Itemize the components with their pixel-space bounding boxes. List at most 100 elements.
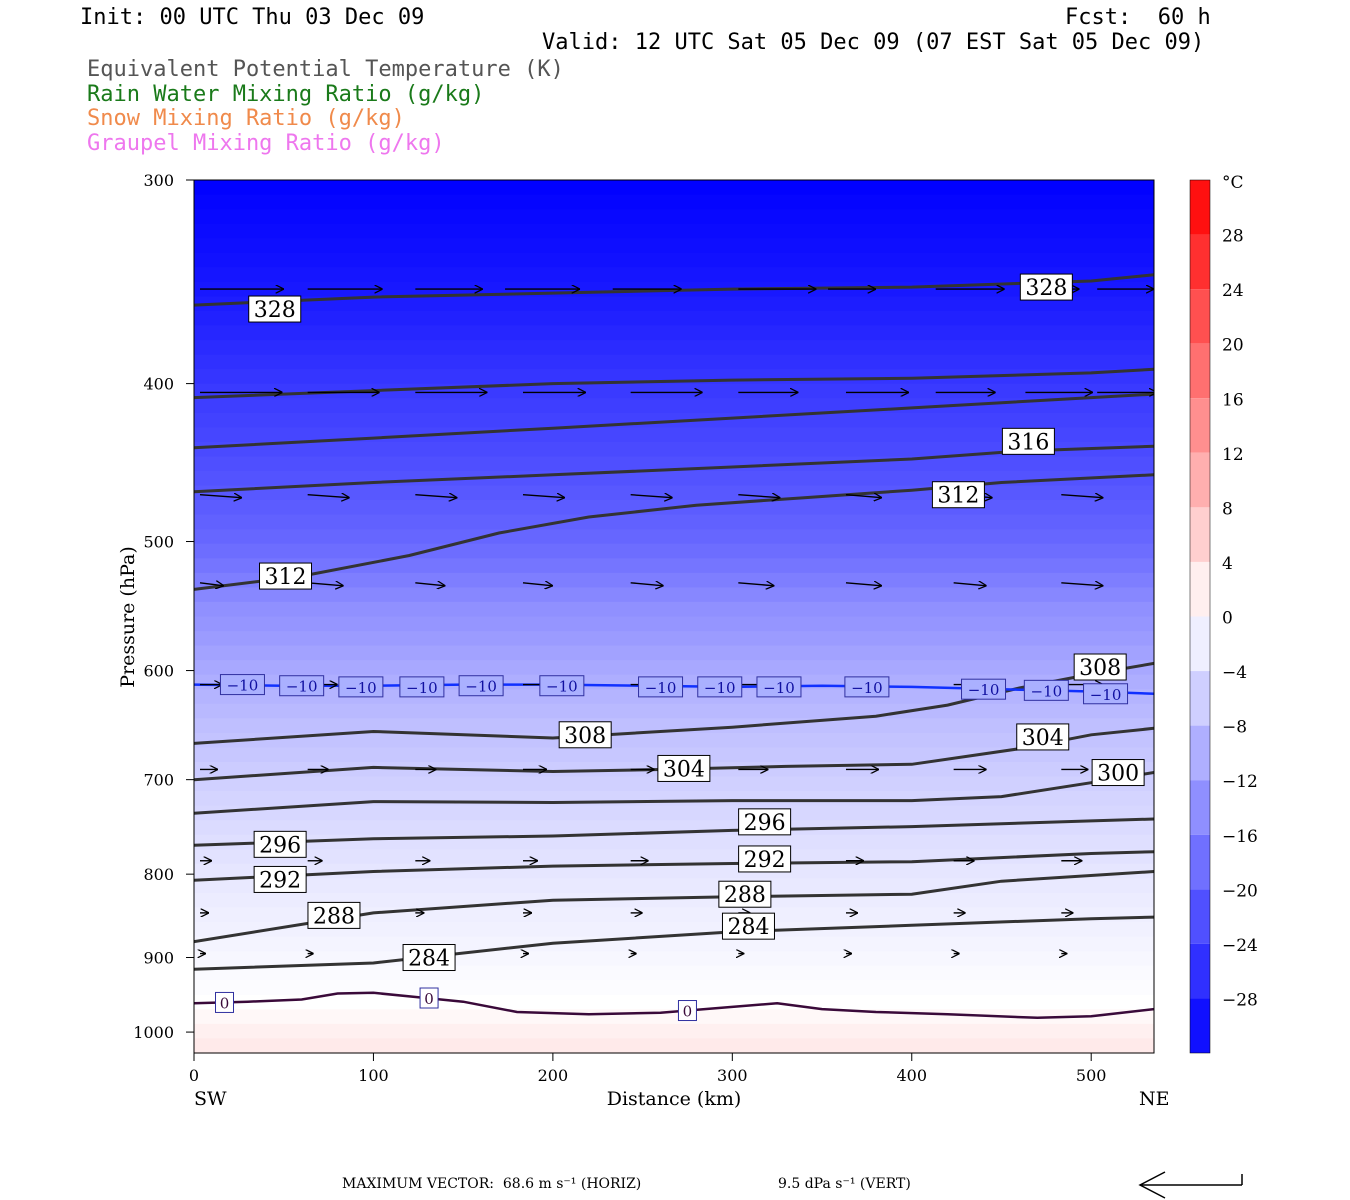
y-tick-label: 700 bbox=[143, 771, 174, 790]
colorbar-swatch bbox=[1190, 725, 1210, 781]
colorbar-label: 20 bbox=[1222, 336, 1244, 356]
temp-band bbox=[194, 514, 1154, 530]
colorbar-swatch bbox=[1190, 289, 1210, 344]
temperature-label: −10 bbox=[546, 678, 578, 696]
temp-band bbox=[194, 1023, 1154, 1040]
colorbar-label: 0 bbox=[1222, 609, 1233, 629]
colorbar-swatch bbox=[1190, 834, 1210, 890]
theta-e-label-box bbox=[931, 481, 985, 509]
temperature-label: −10 bbox=[227, 677, 259, 695]
theta-e-label-box bbox=[718, 880, 772, 908]
temp-band bbox=[194, 441, 1154, 458]
colorbar-swatch bbox=[1190, 180, 1210, 235]
temp-band bbox=[194, 180, 1154, 196]
theta-e-label: 312 bbox=[937, 484, 979, 509]
colorbar-swatch bbox=[1190, 889, 1210, 944]
temperature-label: −10 bbox=[704, 679, 736, 697]
colorbar-frame bbox=[1189, 179, 1211, 1054]
y-tick-label: 400 bbox=[143, 375, 174, 394]
colorbar-label: 28 bbox=[1222, 227, 1244, 247]
colorbar-swatch bbox=[1190, 398, 1210, 453]
theta-e-label: 288 bbox=[724, 883, 766, 908]
theta-e-contour-328 bbox=[194, 273, 1154, 307]
theta-e-label: 296 bbox=[259, 833, 301, 858]
colorbar-label: −16 bbox=[1222, 827, 1258, 847]
temp-band bbox=[194, 616, 1154, 632]
temp-band bbox=[194, 398, 1154, 414]
max-vector-horiz: MAXIMUM VECTOR: 68.6 m s⁻¹ (HORIZ) bbox=[342, 1176, 642, 1192]
theta-e-label-box bbox=[1016, 723, 1070, 751]
theta-e-label-box bbox=[558, 721, 612, 749]
temp-band bbox=[194, 267, 1154, 283]
wind-vector bbox=[630, 495, 673, 498]
colorbar-swatch bbox=[1190, 671, 1210, 726]
temperature-label-box bbox=[215, 991, 235, 1013]
temperature-label: −10 bbox=[465, 678, 497, 696]
temp-band bbox=[194, 892, 1154, 909]
temperature-label-box bbox=[419, 987, 439, 1009]
temperature-label-box bbox=[338, 676, 384, 698]
legend-graupel: Graupel Mixing Ratio (g/kg) bbox=[87, 131, 445, 156]
theta-e-label: 304 bbox=[663, 757, 705, 782]
theta-e-label-box bbox=[402, 944, 456, 972]
axes: 300 400 500 600 700 800 900 1000 0 100 200 300 400 50… bbox=[133, 171, 1106, 1085]
colorbar-label: −12 bbox=[1222, 772, 1258, 792]
x-tick-label: 400 bbox=[896, 1066, 927, 1085]
theta-e-label-box bbox=[1019, 273, 1073, 301]
wind-vector bbox=[415, 495, 457, 498]
theta-e-label: 292 bbox=[744, 848, 786, 873]
temperature-label: −10 bbox=[645, 679, 677, 697]
wind-vector bbox=[1061, 583, 1103, 586]
theta-e-label: 328 bbox=[1025, 276, 1067, 301]
wind-vector bbox=[522, 495, 565, 498]
colorbar-label: 12 bbox=[1222, 445, 1244, 465]
y-tick-label: 1000 bbox=[133, 1023, 174, 1042]
theta-e-label-box bbox=[259, 562, 313, 590]
colorbar-label: 16 bbox=[1222, 390, 1244, 410]
temp-band bbox=[194, 543, 1154, 559]
wind-vector bbox=[738, 495, 780, 498]
colorbar-swatch bbox=[1190, 780, 1210, 835]
wind-vector bbox=[845, 495, 882, 498]
temp-band bbox=[194, 660, 1154, 676]
temp-band bbox=[194, 1038, 1154, 1054]
temperature-label-box bbox=[539, 675, 585, 697]
x-tick-label: 0 bbox=[189, 1066, 199, 1085]
theta-e-label: 312 bbox=[265, 565, 307, 590]
theta-e-label: 304 bbox=[1022, 726, 1064, 751]
temperature-label: −10 bbox=[345, 679, 377, 697]
theta-e-label: 292 bbox=[259, 868, 301, 893]
temp-band bbox=[194, 834, 1154, 850]
y-tick-label: 500 bbox=[143, 533, 174, 552]
temp-band bbox=[194, 194, 1154, 210]
temperature-label: 0 bbox=[220, 994, 230, 1012]
temperature-label-box bbox=[697, 676, 743, 698]
valid-time: Valid: 12 UTC Sat 05 Dec 09 (07 EST Sat … bbox=[542, 30, 1205, 55]
temperature-label-box bbox=[1023, 679, 1069, 701]
colorbar-label: 24 bbox=[1222, 281, 1244, 301]
temperature-label-box bbox=[844, 676, 890, 698]
theta-e-contour-320 bbox=[194, 392, 1154, 450]
temp-band bbox=[194, 209, 1154, 225]
legend-rain: Rain Water Mixing Ratio (g/kg) bbox=[87, 82, 485, 107]
temperature-label-box bbox=[458, 675, 504, 697]
legend-snow: Snow Mixing Ratio (g/kg) bbox=[87, 106, 405, 131]
theta-e-label-box bbox=[738, 845, 792, 873]
temp-band bbox=[194, 325, 1154, 341]
colorbar-swatch bbox=[1190, 507, 1210, 562]
x-tick-label: 100 bbox=[358, 1066, 389, 1085]
temp-band bbox=[194, 310, 1154, 327]
colorbar-label: −8 bbox=[1222, 718, 1247, 738]
temp-band bbox=[194, 631, 1154, 647]
temperature-contour-0 bbox=[194, 991, 1154, 1020]
theta-e-label-box bbox=[307, 901, 361, 929]
legend-theta-e: Equivalent Potential Temperature (K) bbox=[87, 57, 564, 82]
theta-e-contour-308 bbox=[194, 661, 1154, 745]
theta-e-label-box bbox=[253, 830, 307, 858]
wind-vector bbox=[953, 583, 987, 586]
temperature-label-box bbox=[961, 678, 1007, 700]
wind-vector bbox=[199, 583, 224, 586]
wind-vector bbox=[307, 583, 344, 586]
temperature-label: −10 bbox=[968, 681, 1000, 699]
theta-e-label-box bbox=[721, 912, 775, 940]
